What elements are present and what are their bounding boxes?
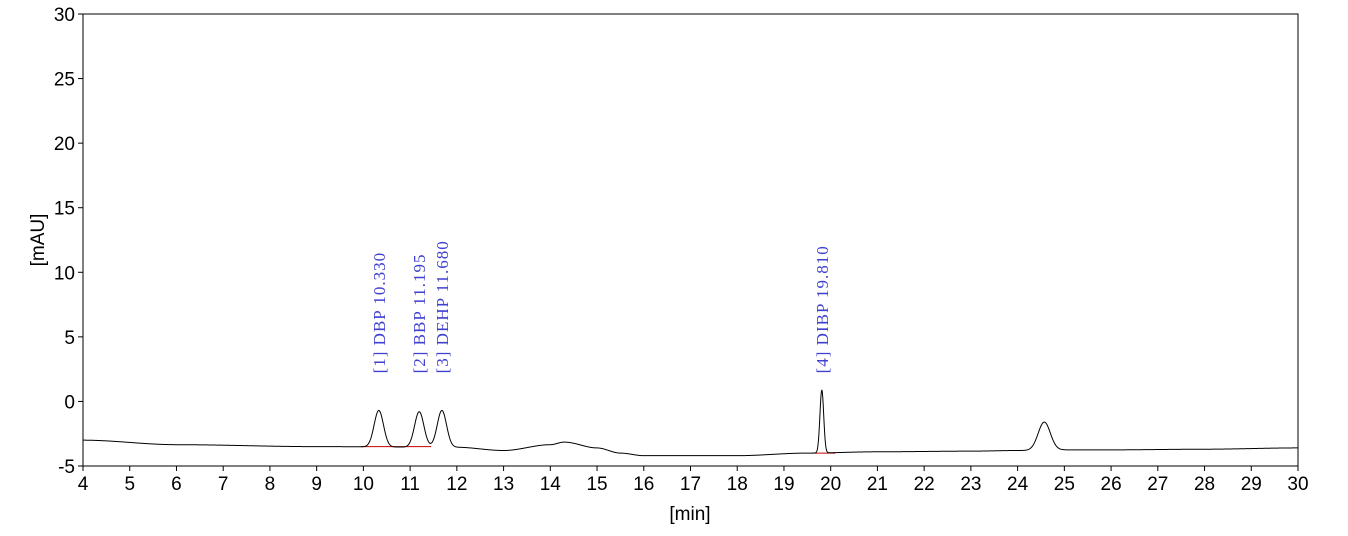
x-axis-ticks: 4 5 6 7 8 9 10 11 12 13 14 15 16 17 18 19 20 21 22 23 24 25 26…: [78, 466, 1309, 495]
x-tick-label: 17: [680, 474, 701, 495]
x-axis-title: [min]: [669, 504, 710, 525]
x-tick-label: 11: [400, 474, 420, 495]
peak-label: [3] DEHP 11.680: [433, 240, 452, 373]
peak-label: [4] DIBP 19.810: [813, 245, 832, 373]
x-tick-label: 6: [171, 474, 182, 495]
peak-label: [2] BBP 11.195: [410, 253, 429, 373]
chromatogram-trace: [83, 389, 1298, 457]
x-tick-label: 29: [1241, 474, 1262, 495]
x-tick-label: 30: [1287, 474, 1308, 495]
x-tick-label: 14: [540, 474, 562, 495]
y-tick-label: 5: [64, 328, 75, 349]
y-tick-label: 10: [54, 263, 75, 284]
x-tick-label: 20: [820, 474, 841, 495]
y-axis-ticks: -5 0 5 10 15 20 25 30: [54, 5, 83, 478]
peak-labels: [1] DBP 10.330 [2] BBP 11.195 [3] DEHP 11.…: [370, 240, 832, 373]
y-tick-label: -5: [58, 457, 75, 478]
x-tick-label: 25: [1054, 474, 1075, 495]
x-tick-label: 21: [867, 474, 888, 495]
x-tick-label: 12: [446, 474, 467, 495]
x-tick-label: 18: [727, 474, 748, 495]
x-tick-label: 8: [265, 474, 276, 495]
y-tick-label: 0: [64, 392, 75, 413]
plot-frame: [82, 13, 1299, 467]
x-tick-label: 24: [1007, 474, 1029, 495]
y-axis-title: [mAU]: [28, 214, 49, 267]
x-tick-label: 5: [124, 474, 135, 495]
x-tick-label: 22: [914, 474, 935, 495]
x-tick-label: 23: [960, 474, 981, 495]
y-tick-label: 20: [54, 134, 75, 155]
y-tick-label: 30: [54, 5, 75, 26]
x-tick-label: 9: [311, 474, 322, 495]
x-tick-label: 28: [1194, 474, 1215, 495]
x-tick-label: 7: [218, 474, 229, 495]
y-tick-label: 25: [54, 70, 75, 91]
x-tick-label: 27: [1147, 474, 1168, 495]
x-tick-label: 13: [493, 474, 514, 495]
x-tick-label: 4: [78, 474, 89, 495]
x-tick-label: 10: [353, 474, 374, 495]
x-tick-label: 15: [586, 474, 607, 495]
x-tick-label: 16: [633, 474, 654, 495]
peak-label: [1] DBP 10.330: [370, 252, 389, 374]
y-tick-label: 15: [54, 199, 75, 220]
x-tick-label: 26: [1101, 474, 1122, 495]
x-tick-label: 19: [773, 474, 794, 495]
